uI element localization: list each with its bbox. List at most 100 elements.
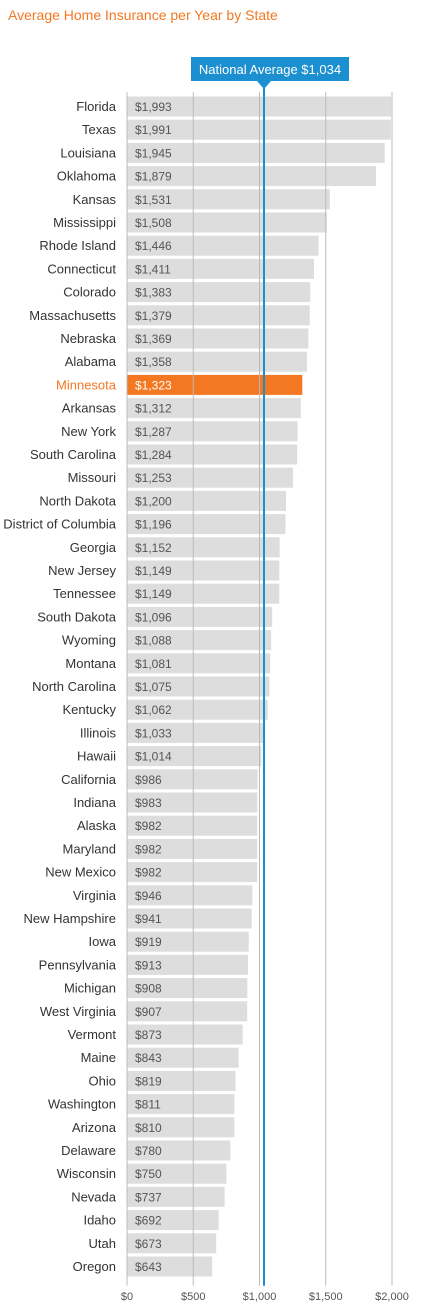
value-label: $1,062 [135, 703, 172, 717]
value-label: $1,196 [135, 518, 172, 532]
bar-rhode-island [127, 235, 319, 256]
bar-nevada [127, 1186, 225, 1207]
value-label: $1,088 [135, 634, 172, 648]
bar-connecticut [127, 258, 314, 279]
category-label: Indiana [73, 795, 116, 810]
bar-minnesota [127, 374, 303, 395]
bar-west-virginia [127, 1001, 248, 1022]
value-label: $919 [135, 935, 162, 949]
category-label: California [61, 772, 117, 787]
bar-missouri [127, 467, 294, 488]
category-label: Texas [82, 122, 116, 137]
value-label: $810 [135, 1121, 162, 1135]
category-label: West Virginia [40, 1004, 117, 1019]
value-label: $780 [135, 1144, 162, 1158]
bar-maryland [127, 838, 258, 859]
category-label: Kentucky [63, 702, 117, 717]
value-label: $907 [135, 1005, 162, 1019]
value-label: $1,284 [135, 448, 172, 462]
value-label: $1,081 [135, 657, 172, 671]
bar-virginia [127, 885, 253, 906]
value-label: $1,312 [135, 402, 172, 416]
value-label: $946 [135, 889, 162, 903]
bar-south-carolina [127, 444, 298, 465]
category-label: Oklahoma [57, 169, 117, 184]
value-label: $1,531 [135, 193, 172, 207]
reference-callout-pointer [257, 81, 272, 89]
category-label: Georgia [70, 540, 117, 555]
category-label: Virginia [73, 888, 117, 903]
value-label: $692 [135, 1214, 162, 1228]
bar-kentucky [127, 699, 268, 720]
chart-title: Average Home Insurance per Year by State [8, 7, 278, 23]
bar-washington [127, 1094, 235, 1115]
category-label: Minnesota [56, 377, 117, 392]
category-label: Connecticut [47, 261, 116, 276]
category-label: Arkansas [62, 401, 117, 416]
value-label: $982 [135, 819, 162, 833]
value-label: $1,200 [135, 494, 172, 508]
value-label: $1,508 [135, 216, 172, 230]
value-label: $983 [135, 796, 162, 810]
x-tick-label: $2,000 [375, 1291, 409, 1303]
bar-north-dakota [127, 490, 286, 511]
bar-district-of-columbia [127, 514, 286, 535]
bar-new-mexico [127, 862, 258, 883]
value-label: $1,096 [135, 610, 172, 624]
category-label: Colorado [63, 285, 116, 300]
bar-georgia [127, 537, 280, 558]
bar-pennsylvania [127, 954, 248, 975]
bar-wyoming [127, 630, 272, 651]
category-label: Louisiana [60, 145, 116, 160]
value-label: $1,945 [135, 146, 172, 160]
category-label: Delaware [61, 1143, 116, 1158]
value-label: $819 [135, 1074, 162, 1088]
reference-callout [191, 57, 350, 81]
category-label: Massachusetts [29, 308, 116, 323]
category-label: Alaska [77, 818, 117, 833]
bar-new-york [127, 421, 298, 442]
bar-ohio [127, 1070, 236, 1091]
bar-illinois [127, 722, 264, 743]
category-label: New Mexico [45, 865, 116, 880]
x-tick-label: $1,000 [243, 1291, 277, 1303]
bar-oregon [127, 1256, 213, 1277]
category-label: South Dakota [37, 609, 117, 624]
category-label: Pennsylvania [39, 957, 117, 972]
category-label: Wyoming [62, 633, 116, 648]
value-label: $1,149 [135, 587, 172, 601]
category-label: Missouri [68, 470, 117, 485]
value-label: $673 [135, 1237, 162, 1251]
value-label: $1,253 [135, 471, 172, 485]
value-label: $1,358 [135, 355, 172, 369]
value-label: $1,879 [135, 170, 172, 184]
bar-louisiana [127, 142, 385, 163]
value-label: $913 [135, 958, 162, 972]
value-label: $1,287 [135, 425, 172, 439]
category-label: Ohio [89, 1073, 116, 1088]
category-label: Washington [48, 1097, 116, 1112]
bar-north-carolina [127, 676, 270, 697]
category-label: Kansas [73, 192, 117, 207]
bar-utah [127, 1233, 217, 1254]
category-label: Montana [65, 656, 116, 671]
category-label: Arizona [72, 1120, 117, 1135]
value-label: $1,446 [135, 239, 172, 253]
value-label: $843 [135, 1051, 162, 1065]
bar-iowa [127, 931, 249, 952]
category-label: New Jersey [48, 563, 116, 578]
category-label: North Carolina [32, 679, 117, 694]
bar-maine [127, 1047, 239, 1068]
bar-arizona [127, 1117, 235, 1138]
bar-hawaii [127, 746, 262, 767]
category-label: Alabama [65, 354, 117, 369]
category-label: Michigan [64, 981, 116, 996]
value-label: $982 [135, 866, 162, 880]
bar-vermont [127, 1024, 243, 1045]
category-label: Wisconsin [57, 1166, 116, 1181]
x-tick-label: $500 [181, 1291, 205, 1303]
bar-idaho [127, 1210, 219, 1231]
value-label: $643 [135, 1260, 162, 1274]
